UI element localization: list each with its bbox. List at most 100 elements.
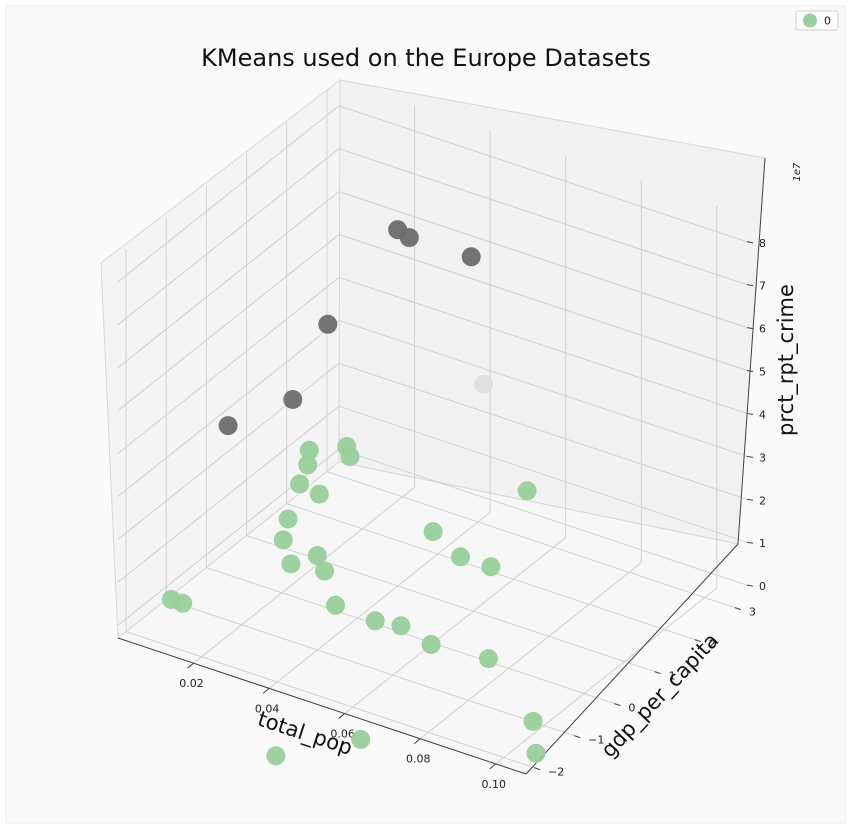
chart-title: KMeans used on the Europe Datasets	[201, 44, 651, 72]
z-tick-label: 2	[759, 494, 766, 507]
z-tick-label: 1	[759, 537, 766, 550]
z-grid-line	[338, 148, 748, 286]
z-tick-mark	[746, 241, 754, 244]
z-tick-label: 5	[759, 366, 766, 379]
z-grid-line	[338, 105, 748, 243]
y-tick-label: −2	[548, 766, 564, 779]
y-grid-line	[166, 599, 575, 737]
x-axis-line	[117, 637, 527, 775]
scatter-point-cluster-0	[307, 546, 327, 565]
z-axis-scale-label: 1e7	[792, 162, 803, 182]
y-axis-ticks: −2 −1 0 1 2 3	[533, 606, 756, 779]
scatter-point-cluster-1	[318, 314, 338, 334]
z-tick-label: 7	[759, 280, 766, 293]
y-tick-label: −1	[588, 734, 604, 747]
y-tick-mark	[734, 607, 742, 611]
axes-3d	[100, 78, 766, 775]
scatter-point-cluster-0	[481, 557, 501, 577]
scatter-point-cluster-0	[423, 522, 443, 542]
scatter-point-cluster-2	[474, 374, 494, 394]
x-tick-label: 0.02	[179, 677, 204, 690]
x-grid-line	[268, 511, 491, 689]
x-grid-line	[193, 486, 415, 664]
z-axis-ticks: 0 1 2 3 4 5 6 7 8	[746, 237, 766, 593]
x-grid-line	[495, 587, 718, 765]
z-grid-line	[117, 105, 340, 283]
z-tick-mark	[746, 327, 754, 330]
scatter-point-cluster-1	[283, 390, 303, 409]
y-tick-label: 0	[628, 702, 635, 715]
x-axis-ticks: 0.02 0.04 0.06 0.08 0.10	[179, 662, 507, 791]
y-tick-mark	[574, 735, 581, 739]
z-grid-line	[338, 362, 748, 500]
x-grid-line	[344, 537, 566, 714]
scatter-point-cluster-0	[526, 743, 546, 763]
z-grid-line	[117, 405, 340, 583]
z-axis-label: prct_rpt_crime	[774, 284, 799, 436]
z-tick-mark	[746, 541, 754, 544]
y-tick-label: 2	[709, 638, 716, 651]
scatter-point-cluster-0	[309, 484, 329, 504]
x-tick-label: 0.10	[482, 778, 507, 791]
x-tick-mark	[262, 687, 270, 694]
z-tick-label: 6	[759, 323, 766, 336]
z-grid-line	[338, 319, 748, 457]
scatter-point-cluster-0	[479, 649, 498, 669]
y-tick-mark	[614, 703, 621, 707]
scatter-point-cluster-0	[173, 593, 193, 613]
x-tick-mark	[413, 738, 421, 745]
scatter-point-cluster-1	[218, 416, 238, 436]
scatter-point-cluster-0	[421, 635, 441, 654]
scatter-point-cluster-0	[298, 455, 318, 475]
z-tick-mark	[746, 284, 754, 287]
scatter-point-cluster-0	[365, 611, 385, 631]
x-tick-label: 0.06	[330, 728, 355, 741]
x-tick-mark	[489, 763, 497, 770]
legend-entry-0: 0	[824, 15, 831, 28]
z-grid-line	[117, 362, 340, 540]
z-tick-label: 4	[759, 408, 766, 421]
x-tick-label: 0.04	[255, 702, 280, 715]
z-tick-label: 0	[759, 580, 766, 593]
y-grid-line	[206, 567, 615, 705]
y-axis-line	[525, 543, 739, 775]
scatter-point-cluster-0	[299, 440, 319, 460]
z-grid-line	[338, 234, 748, 371]
z-grid-line	[117, 277, 340, 454]
z-grid-line	[338, 405, 748, 543]
y-tick-mark	[533, 767, 541, 771]
z-tick-mark	[746, 498, 754, 501]
x-grid-line	[419, 562, 642, 740]
scatter-point-cluster-0	[517, 481, 537, 501]
z-tick-label: 3	[759, 451, 766, 464]
scatter-point-cluster-1	[399, 228, 419, 248]
scatter-point-cluster-0	[326, 595, 345, 615]
z-tick-mark	[746, 370, 754, 373]
grid-lines	[117, 89, 748, 769]
x-tick-mark	[338, 713, 345, 719]
legend-marker	[803, 13, 817, 28]
scatter-point-cluster-0	[523, 711, 543, 731]
z-grid-line	[338, 448, 748, 586]
z-tick-mark	[746, 455, 754, 458]
scatter-point-cluster-0	[273, 530, 293, 550]
z-tick-mark	[746, 412, 754, 415]
scatter-point-cluster-0	[281, 554, 301, 574]
z-grid-line	[117, 148, 340, 326]
scatter-point-cluster-0	[451, 547, 470, 567]
scatter-point-cluster-0	[290, 474, 310, 494]
scatter-point-cluster-0	[315, 561, 335, 581]
z-tick-label: 8	[759, 237, 766, 250]
z-tick-mark	[746, 584, 754, 587]
z-grid-line	[117, 191, 340, 368]
y-tick-label: 1	[669, 670, 676, 683]
scatter-point-cluster-1	[461, 247, 481, 267]
y-tick-label: 3	[749, 606, 756, 619]
y-tick-mark	[694, 639, 701, 643]
scatter-point-cluster-0	[278, 509, 298, 529]
scatter-point-cluster-0	[266, 746, 286, 766]
data-points	[161, 220, 546, 766]
x-tick-label: 0.08	[406, 753, 431, 766]
z-grid-line	[117, 234, 340, 411]
